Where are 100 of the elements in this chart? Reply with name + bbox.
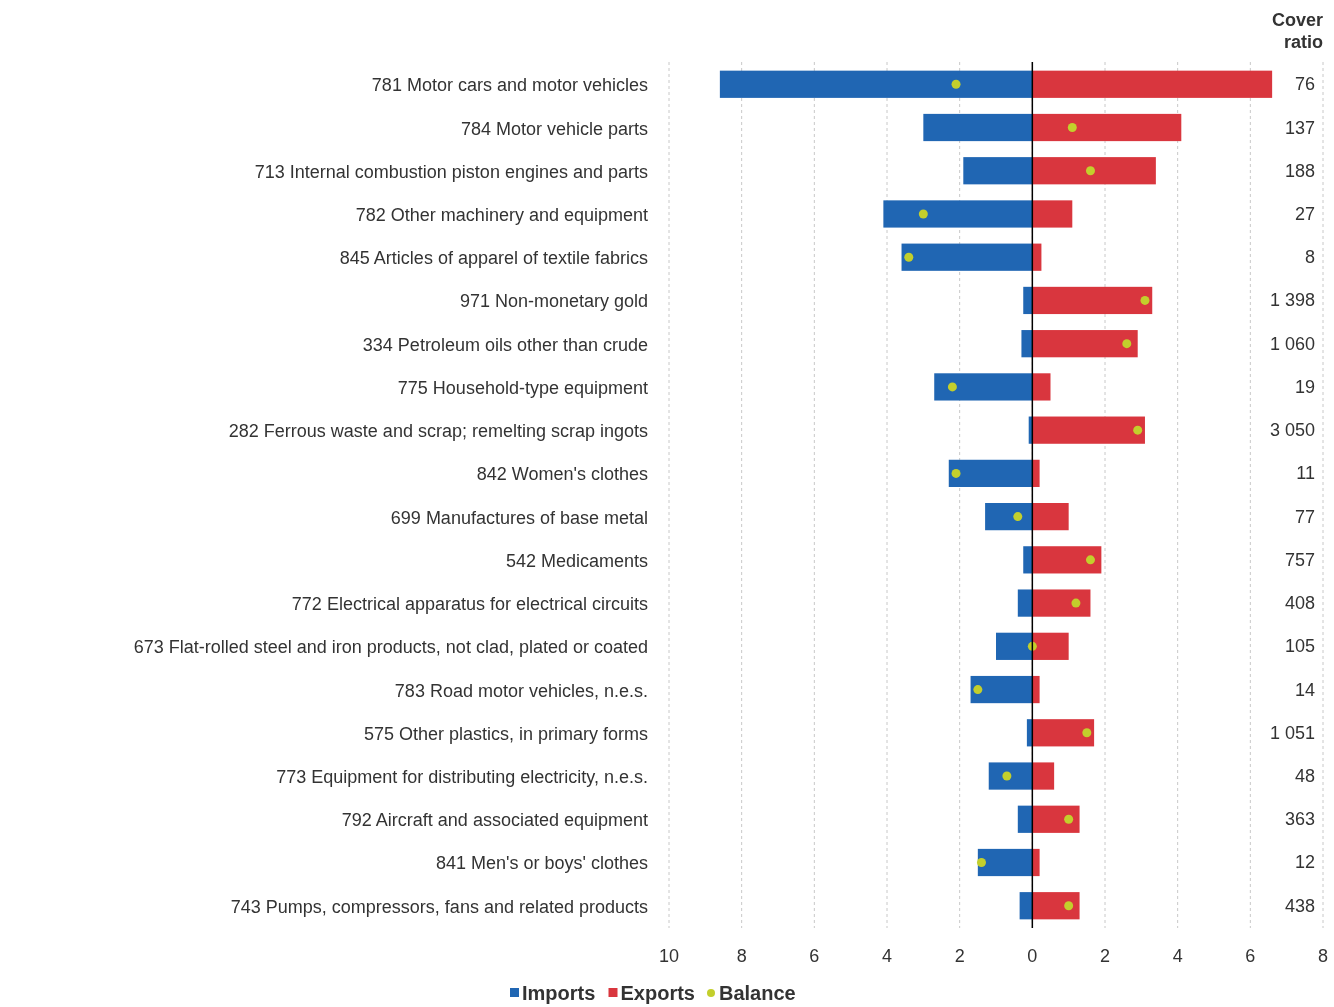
bar bbox=[1032, 503, 1069, 531]
point bbox=[1122, 339, 1132, 349]
y-tick-label: 842 Women's clothes bbox=[476, 464, 648, 485]
point bbox=[1140, 295, 1150, 305]
point bbox=[1085, 555, 1095, 565]
point bbox=[904, 252, 914, 262]
annotation: 757 bbox=[1284, 549, 1315, 570]
bar bbox=[988, 762, 1033, 790]
point bbox=[1071, 598, 1081, 608]
annotation: 105 bbox=[1284, 636, 1315, 657]
legend-label: Balance bbox=[719, 982, 796, 1004]
x-tick-label: 8 bbox=[736, 946, 747, 966]
bar bbox=[970, 675, 1033, 704]
bar bbox=[1032, 330, 1138, 358]
y-tick-label: 282 Ferrous waste and scrap; remelting scrap ingots bbox=[228, 421, 648, 442]
x-tick-label: 8 bbox=[1317, 946, 1329, 966]
bar bbox=[1032, 373, 1051, 401]
point bbox=[947, 382, 957, 392]
annotation: 363 bbox=[1284, 809, 1315, 830]
y-tick-label: 845 Articles of apparel of textile fabrics bbox=[339, 248, 648, 269]
bar bbox=[883, 200, 1033, 228]
x-tick-label: 2 bbox=[954, 946, 965, 966]
y-tick-label: 713 Internal combustion piston engines and parts bbox=[254, 161, 648, 182]
bar bbox=[1023, 546, 1033, 574]
y-tick-label: 334 Petroleum oils other than crude bbox=[362, 334, 648, 355]
bar bbox=[1032, 675, 1040, 704]
annotation: 1 051 bbox=[1269, 722, 1315, 743]
point bbox=[1002, 771, 1012, 781]
bar bbox=[1032, 200, 1073, 228]
y-tick-label: 775 Household-type equipment bbox=[397, 377, 648, 398]
y-tick-label: 743 Pumps, compressors, fans and related products bbox=[230, 896, 648, 917]
annotation: 1 060 bbox=[1269, 333, 1315, 354]
y-tick-label: 783 Road motor vehicles, n.e.s. bbox=[394, 680, 648, 701]
x-tick-label: 2 bbox=[1099, 946, 1111, 966]
x-tick-label: 4 bbox=[1172, 946, 1183, 966]
bar bbox=[1019, 892, 1033, 920]
bar bbox=[1026, 719, 1033, 747]
bar bbox=[1023, 286, 1033, 315]
bar bbox=[1032, 762, 1055, 790]
bar bbox=[1032, 70, 1273, 98]
annotation: 14 bbox=[1294, 679, 1315, 700]
bar bbox=[977, 848, 1033, 877]
bar bbox=[948, 459, 1033, 487]
bar bbox=[901, 243, 1033, 271]
annotation: 137 bbox=[1284, 117, 1315, 138]
annotation: 12 bbox=[1294, 852, 1315, 873]
y-tick-label: 575 Other plastics, in primary forms bbox=[363, 723, 648, 744]
bar bbox=[1032, 459, 1040, 487]
x-tick-label: 6 bbox=[1245, 946, 1256, 966]
point bbox=[973, 685, 983, 695]
annotation: 188 bbox=[1284, 160, 1315, 181]
annotation: 3 050 bbox=[1269, 420, 1315, 441]
bar bbox=[1032, 546, 1102, 574]
point bbox=[1013, 512, 1023, 522]
annotation: 76 bbox=[1294, 74, 1315, 95]
point bbox=[1082, 728, 1092, 738]
bar bbox=[1032, 286, 1153, 315]
point bbox=[976, 858, 986, 867]
bar bbox=[1032, 632, 1069, 660]
bar bbox=[1032, 805, 1080, 833]
annotation: 77 bbox=[1294, 506, 1315, 527]
x-tick-label: 4 bbox=[881, 946, 893, 966]
legend-label: Imports bbox=[522, 982, 596, 1004]
bar bbox=[923, 113, 1033, 142]
bar bbox=[1032, 719, 1095, 747]
annotation: 408 bbox=[1284, 593, 1315, 614]
y-tick-label: 784 Motor vehicle parts bbox=[460, 118, 648, 139]
annotation: 11 bbox=[1296, 463, 1315, 484]
bar bbox=[1032, 416, 1145, 444]
point bbox=[1085, 166, 1095, 176]
bar bbox=[1032, 113, 1182, 142]
y-tick-label: 773 Equipment for distributing electricity, n.e.s. bbox=[276, 767, 648, 788]
y-tick-label: 971 Non-monetary gold bbox=[459, 291, 648, 312]
bar bbox=[963, 157, 1033, 185]
y-tick-label: 792 Aircraft and associated equipment bbox=[341, 810, 648, 831]
bar bbox=[1032, 892, 1080, 920]
bar bbox=[1032, 157, 1156, 185]
bar bbox=[934, 373, 1033, 401]
point bbox=[1064, 901, 1074, 911]
bar bbox=[719, 70, 1033, 98]
text: Cover ratio bbox=[1271, 10, 1323, 52]
annotation: 438 bbox=[1284, 895, 1315, 916]
x-tick-label: 0 bbox=[1027, 946, 1038, 966]
bar bbox=[996, 632, 1033, 660]
y-tick-label: 673 Flat-rolled steel and iron products, not clad, plated or coated bbox=[133, 637, 648, 658]
point bbox=[918, 209, 928, 219]
bar bbox=[1017, 589, 1033, 617]
y-tick-label: 782 Other machinery and equipment bbox=[355, 204, 648, 225]
annotation: 27 bbox=[1294, 203, 1315, 224]
bar bbox=[1017, 805, 1033, 833]
bar bbox=[1032, 848, 1040, 877]
annotation: 48 bbox=[1294, 766, 1315, 787]
point bbox=[951, 79, 961, 89]
x-tick-label: 6 bbox=[809, 946, 820, 966]
annotation: 1 398 bbox=[1269, 290, 1315, 311]
point bbox=[1064, 814, 1074, 824]
point bbox=[1133, 425, 1143, 435]
x-tick-label: 10 bbox=[658, 946, 680, 966]
point bbox=[1067, 123, 1077, 132]
bar bbox=[1021, 330, 1033, 358]
